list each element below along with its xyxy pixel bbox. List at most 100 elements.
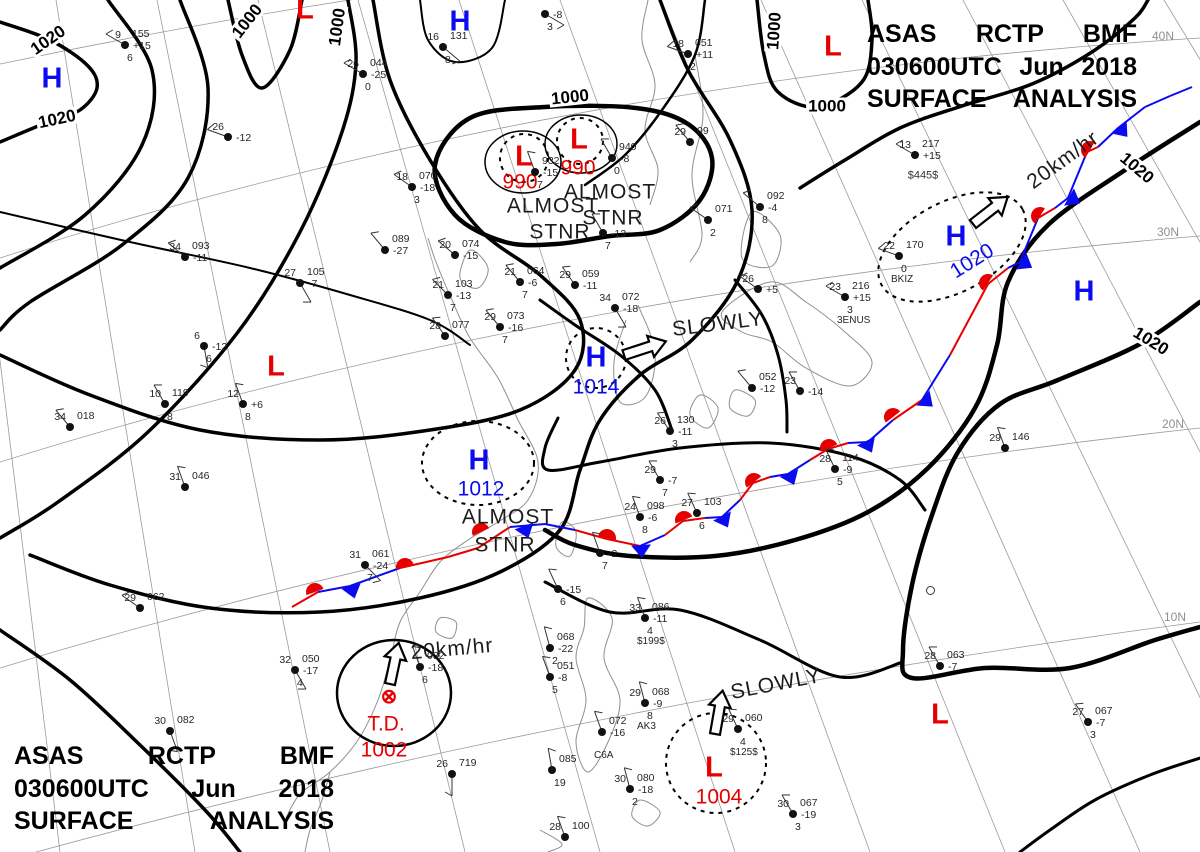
wind-barb-tick (594, 710, 603, 714)
station-temp: 29 (674, 126, 686, 138)
station-dewpoint: -24 (373, 560, 389, 572)
warm-front-marker (598, 529, 616, 541)
movement-annotation: ALMOST (461, 505, 555, 529)
station-dewpoint: -15 (566, 584, 582, 596)
station-temp: 29 (629, 687, 641, 699)
low-pressure-symbol: L (296, 0, 314, 26)
wind-barb-tick (1075, 702, 1084, 705)
isobar (899, 299, 1200, 681)
station-dewpoint: -14 (808, 386, 824, 398)
graticule-parallel (0, 0, 353, 65)
station-circle-icon (666, 427, 674, 435)
wind-barb-tick (728, 708, 737, 711)
graticule-parallel (0, 427, 1200, 669)
station-pressure: 082 (177, 714, 195, 726)
wind-barb-tick (412, 645, 421, 649)
station-circle-icon (596, 549, 604, 557)
station-weather: 6 (127, 52, 133, 64)
station-dewpoint: -18 (428, 662, 444, 674)
wind-barb-tick (542, 655, 551, 659)
station-pressure: 093 (192, 240, 210, 252)
warm-front-marker (396, 558, 414, 570)
wind-barb-tick (637, 596, 646, 600)
contour-circle (544, 114, 618, 174)
wind-barb-tick (485, 308, 494, 311)
high-pressure-symbol: H (585, 341, 607, 374)
station-pressure: 074 (462, 238, 480, 250)
station-circle-icon (704, 216, 712, 224)
station-circle-icon (239, 400, 247, 408)
station-dewpoint: -13 (456, 290, 472, 302)
high-pressure-symbol: H (449, 5, 471, 38)
station-circle-icon (571, 281, 579, 289)
station-circle-icon (911, 151, 919, 159)
wind-barb-tick (624, 767, 633, 771)
stationary-front-segment (1144, 95, 1171, 108)
station-weather: 0 (614, 165, 620, 177)
station-circle-icon (684, 50, 692, 58)
wind-barb-tick (895, 139, 904, 145)
warm-front-marker (675, 511, 693, 524)
station-weather: 3 (1090, 729, 1096, 741)
high-pressure-symbol: H (1073, 275, 1095, 308)
warm-front-marker (820, 439, 838, 452)
station-circle-icon (636, 513, 644, 521)
graticule-meridian (156, 0, 331, 852)
station-weather: 3 (547, 21, 553, 33)
station-temp: 29 (722, 713, 734, 725)
station-weather: 3 (847, 304, 853, 316)
station-weather: 0 (901, 263, 907, 275)
station-pressure: 051 (695, 37, 713, 49)
wind-barb-tick (689, 203, 698, 208)
station-temp: 28 (429, 320, 441, 332)
movement-arrow (968, 195, 1010, 230)
station-pressure: 072 (609, 715, 627, 727)
isobar (583, 0, 707, 187)
stationary-front-segment (1037, 207, 1056, 219)
isobar (0, 0, 157, 270)
station-pressure: 114 (842, 452, 859, 464)
station-weather: 4 (740, 736, 746, 748)
station-dewpoint: -8 (553, 9, 563, 21)
station-pressure: 086 (652, 601, 670, 613)
station-circle-icon (546, 644, 554, 652)
station-dewpoint: +11 (696, 49, 714, 61)
station-circle-icon (936, 662, 944, 670)
station-temp: 26 (212, 121, 224, 133)
wind-barb-tick (432, 316, 441, 319)
station-weather: 7 (502, 334, 508, 346)
station-remark: AK3 (637, 721, 656, 732)
pressure-center-value: 1014 (572, 375, 620, 399)
stationary-front-segment (664, 520, 684, 536)
station-dewpoint: -6 (648, 512, 658, 524)
coastline (720, 281, 873, 387)
graticule-meridian (1062, 0, 1200, 243)
wind-barb-tick (544, 626, 553, 630)
station-weather: 2 (632, 796, 638, 808)
low-pressure-symbol: L (931, 698, 949, 731)
wind-barb-tick (878, 242, 885, 249)
station-dewpoint: -18 (638, 784, 654, 796)
station-temp: 30 (154, 715, 166, 727)
stationary-front-segment (447, 547, 479, 558)
pressure-center-dotted-circle (877, 191, 1027, 303)
station-circle-icon (641, 699, 649, 707)
tropical-depression-symbol: ⊗ (380, 686, 398, 708)
wind-barb-tick (437, 237, 446, 242)
wind-barb-tick (667, 40, 674, 47)
pressure-center-value: 990 (560, 156, 596, 180)
latitude-label: 20N (1161, 417, 1185, 431)
low-pressure-symbol: L (570, 123, 588, 156)
wind-barb-tick (657, 411, 666, 414)
pressure-center-value: 990 (502, 170, 538, 194)
movement-arrow (706, 688, 733, 737)
station-temp: 24 (624, 501, 636, 513)
wind-barb-tick (737, 369, 746, 372)
station-pressure: 070 (419, 170, 437, 182)
high-pressure-symbol: H (945, 220, 967, 253)
station-pressure: 071 (715, 203, 733, 215)
station-temp: 29 (644, 464, 656, 476)
station-circle-icon (641, 614, 649, 622)
wind-barb-tick (548, 568, 557, 571)
